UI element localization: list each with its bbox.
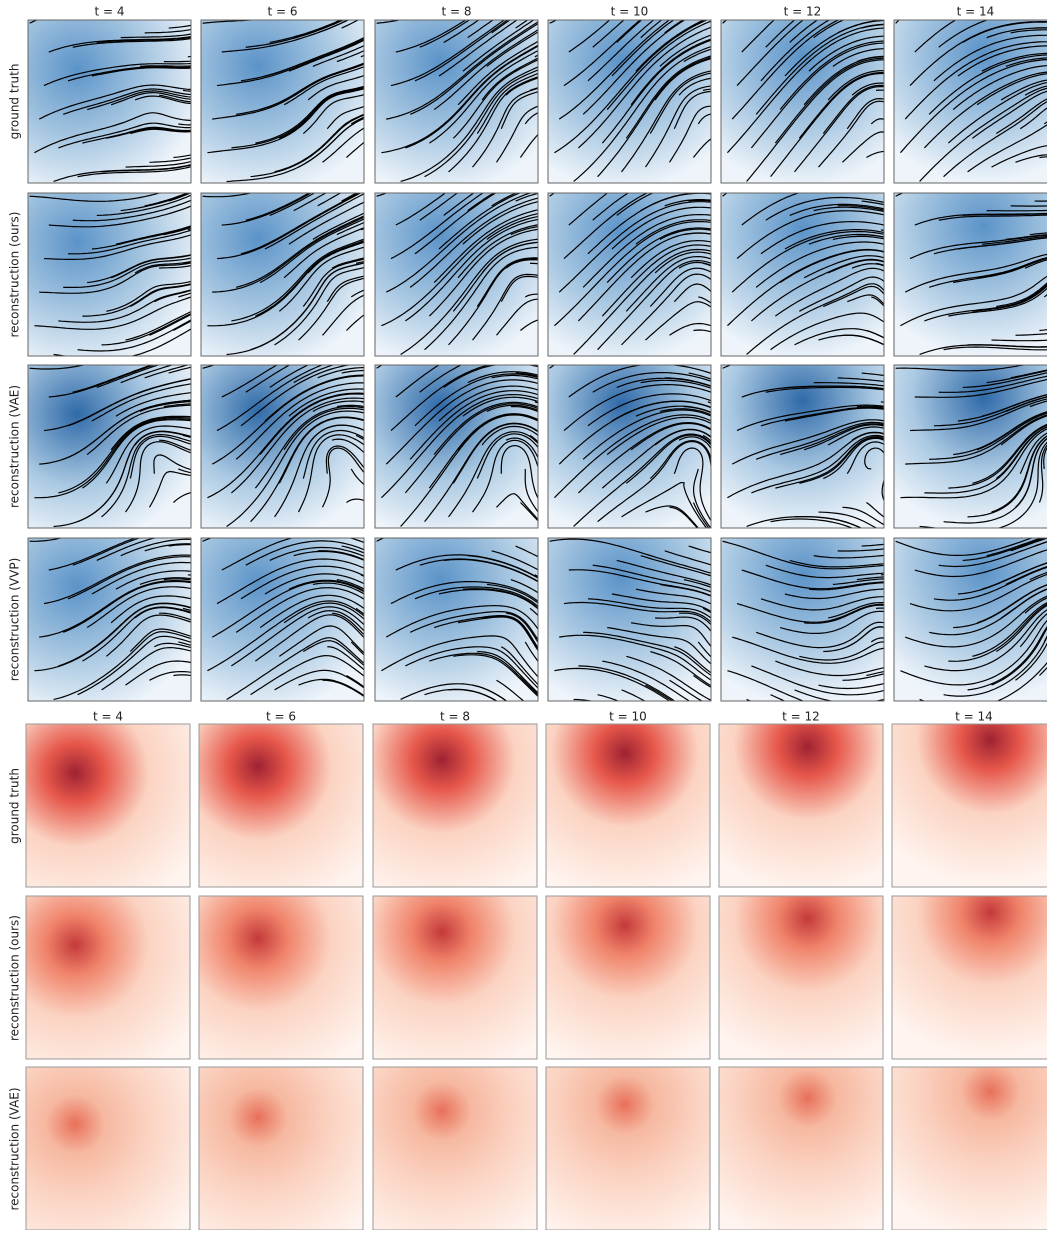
row-label: reconstruction (ours) xyxy=(8,915,22,1041)
stream-panel xyxy=(548,357,719,535)
panel-background xyxy=(375,20,538,183)
stream-panel xyxy=(375,185,546,356)
row-label: reconstruction (VAE) xyxy=(8,385,22,508)
row-label: ground truth xyxy=(8,768,22,844)
column-title: t = 10 xyxy=(611,5,649,19)
column-title: t = 6 xyxy=(266,710,296,724)
row-label: ground truth xyxy=(8,64,22,140)
density-panel xyxy=(26,724,190,887)
density-panel xyxy=(26,1067,190,1230)
density-panel xyxy=(892,1067,1047,1230)
streamline xyxy=(881,574,891,575)
stream-panel xyxy=(201,12,372,183)
density-panel xyxy=(26,896,190,1059)
column-title: t = 4 xyxy=(94,5,124,19)
stream-panel xyxy=(375,12,546,183)
density-panel xyxy=(892,724,1047,887)
row-label: reconstruction (ours) xyxy=(8,212,22,338)
panel-background xyxy=(894,193,1047,356)
column-title: t = 14 xyxy=(957,5,995,19)
panel-background xyxy=(894,20,1047,183)
streamline xyxy=(183,90,196,91)
column-title: t = 10 xyxy=(609,710,647,724)
density-panel xyxy=(373,1067,537,1230)
panel-background xyxy=(28,193,191,356)
stream-panel xyxy=(201,531,372,701)
stream-panel xyxy=(201,357,372,528)
panel-background xyxy=(548,193,711,356)
stream-panel xyxy=(894,357,1047,531)
stream-panel xyxy=(548,12,719,183)
panel-background xyxy=(375,365,538,528)
streamline xyxy=(876,608,889,609)
streamline xyxy=(1011,206,1047,207)
density-panel xyxy=(719,896,883,1059)
panel-background xyxy=(548,365,711,528)
density-panel xyxy=(373,724,537,887)
row-label: reconstruction (VVP) xyxy=(8,558,22,682)
density-panel xyxy=(719,724,883,887)
column-title: t = 6 xyxy=(267,5,297,19)
stream-panel xyxy=(375,531,546,709)
streamline xyxy=(1035,201,1047,202)
stream-panel xyxy=(721,12,892,183)
panel-background xyxy=(201,538,364,701)
column-title: t = 8 xyxy=(440,710,470,724)
column-title: t = 12 xyxy=(784,5,822,19)
stream-panel xyxy=(548,538,719,709)
stream-panel xyxy=(28,12,199,183)
density-panel xyxy=(373,896,537,1059)
stream-panel xyxy=(28,530,199,701)
stream-panel xyxy=(721,538,892,709)
panel-background xyxy=(28,538,191,701)
density-panel xyxy=(546,896,710,1059)
density-panel xyxy=(719,1067,883,1230)
stream-panel xyxy=(28,186,199,359)
panel-background xyxy=(721,365,884,528)
stream-panel xyxy=(375,357,546,529)
column-title: t = 4 xyxy=(93,710,123,724)
stream-panel xyxy=(894,186,1047,356)
stream-panel xyxy=(894,531,1047,709)
density-panel xyxy=(546,724,710,887)
density-panel xyxy=(199,896,363,1059)
panel-background xyxy=(28,20,191,183)
panel-background xyxy=(548,20,711,183)
column-title: t = 8 xyxy=(441,5,471,19)
density-panel xyxy=(199,724,363,887)
stream-panel xyxy=(721,357,892,535)
column-title: t = 14 xyxy=(955,710,993,724)
stream-panel xyxy=(548,185,719,356)
stream-panel xyxy=(201,185,372,356)
stream-panel xyxy=(894,12,1047,183)
row-label: reconstruction (VAE) xyxy=(8,1087,22,1210)
density-panel xyxy=(199,1067,363,1230)
column-title: t = 12 xyxy=(782,710,820,724)
density-panel xyxy=(892,896,1047,1059)
stream-panel xyxy=(721,186,892,356)
stream-panel xyxy=(28,357,199,528)
density-panel xyxy=(546,1067,710,1230)
panel-background xyxy=(28,365,191,528)
